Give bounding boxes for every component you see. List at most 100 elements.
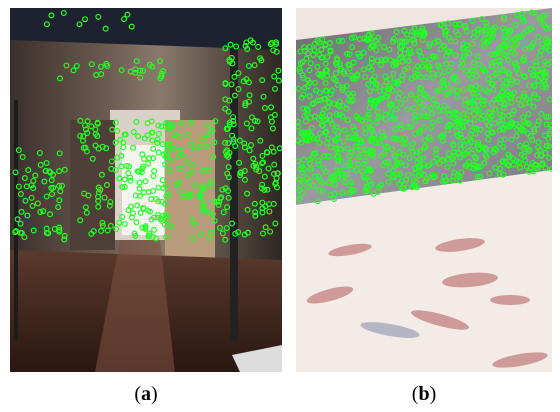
keypoint — [226, 97, 233, 104]
keypoint — [108, 165, 115, 172]
keypoint — [348, 72, 355, 79]
keypoint — [456, 21, 463, 28]
keypoint — [531, 128, 538, 135]
keypoint — [76, 21, 83, 28]
keypoint — [189, 235, 196, 242]
keypoint — [95, 184, 102, 191]
keypoint — [73, 62, 80, 69]
keypoint — [426, 63, 433, 70]
keypoint — [508, 76, 515, 83]
keypoint — [299, 176, 306, 183]
keypoint — [542, 165, 549, 172]
keypoint — [345, 97, 352, 104]
keypoint — [530, 72, 537, 79]
keypoint — [238, 169, 245, 176]
keypoint — [57, 188, 64, 195]
keypoint — [168, 158, 175, 165]
keypoint — [545, 136, 552, 143]
keypoint — [456, 177, 463, 184]
keypoint — [309, 154, 316, 161]
keypoint — [17, 229, 24, 236]
keypoint — [448, 60, 455, 67]
keypoint — [318, 122, 325, 129]
keypoint — [454, 77, 461, 84]
keypoint — [356, 153, 363, 160]
keypoint — [272, 41, 279, 48]
keypoint — [390, 167, 397, 174]
keypoint — [515, 34, 522, 41]
keypoint — [446, 122, 453, 129]
keypoint — [319, 188, 326, 195]
keypoint — [366, 119, 373, 126]
keypoint — [209, 127, 216, 134]
keypoint — [368, 66, 375, 73]
keypoint — [455, 31, 462, 38]
keypoint — [397, 100, 404, 107]
keypoint — [516, 164, 523, 171]
keypoint — [83, 209, 90, 216]
keypoint — [48, 177, 55, 184]
keypoint — [316, 39, 323, 46]
keypoint — [496, 170, 503, 177]
keypoint — [364, 174, 371, 181]
keypoint — [265, 165, 272, 172]
keypoint — [153, 235, 160, 242]
keypoint — [121, 131, 128, 138]
keypoint — [149, 63, 156, 70]
keypoint — [504, 123, 511, 130]
keypoint — [484, 38, 491, 45]
keypoint — [497, 120, 504, 127]
keypoint — [156, 58, 163, 65]
keypoint — [55, 204, 62, 211]
keypoint — [261, 105, 268, 112]
keypoint — [246, 92, 253, 99]
keypoint — [393, 162, 400, 169]
keypoint — [499, 76, 506, 83]
keypoint — [310, 182, 317, 189]
keypoint — [426, 43, 433, 50]
keypoint — [542, 44, 549, 51]
keypoint — [121, 221, 128, 228]
keypoint — [315, 161, 322, 168]
keypoint — [241, 176, 248, 183]
keypoint — [437, 46, 444, 53]
keypoint — [341, 127, 348, 134]
keypoint — [326, 40, 333, 47]
keypoint — [232, 142, 239, 149]
keypoint — [242, 102, 249, 109]
keypoint — [454, 132, 461, 139]
keypoint — [527, 66, 534, 73]
keypoint — [225, 194, 232, 201]
keypoint — [385, 158, 392, 165]
keypoint — [416, 99, 423, 106]
keypoint — [134, 168, 141, 175]
keypoint — [526, 168, 533, 175]
keypoint — [97, 63, 104, 70]
keypoint — [434, 102, 441, 109]
keypoint — [449, 88, 456, 95]
keypoint — [528, 9, 535, 16]
keypoint — [257, 137, 264, 144]
keypoint — [109, 126, 116, 133]
keypoint — [396, 170, 403, 177]
keypoint — [463, 42, 470, 49]
keypoint — [420, 96, 427, 103]
keypoint — [208, 178, 215, 185]
keypoint — [432, 53, 439, 60]
keypoint — [468, 67, 475, 74]
keypoint — [310, 100, 317, 107]
keypoint — [303, 55, 310, 62]
keypoint — [260, 230, 267, 237]
keypoint — [322, 80, 329, 87]
keypoint — [373, 98, 380, 105]
keypoint — [482, 145, 489, 152]
keypoint — [29, 202, 36, 209]
keypoint — [490, 149, 497, 156]
keypoint — [235, 86, 242, 93]
label-part: ) — [151, 383, 158, 405]
keypoint — [368, 137, 375, 144]
keypoint — [83, 148, 90, 155]
keypoint — [137, 74, 144, 81]
keypoint — [18, 208, 25, 215]
keypoint — [106, 202, 113, 209]
